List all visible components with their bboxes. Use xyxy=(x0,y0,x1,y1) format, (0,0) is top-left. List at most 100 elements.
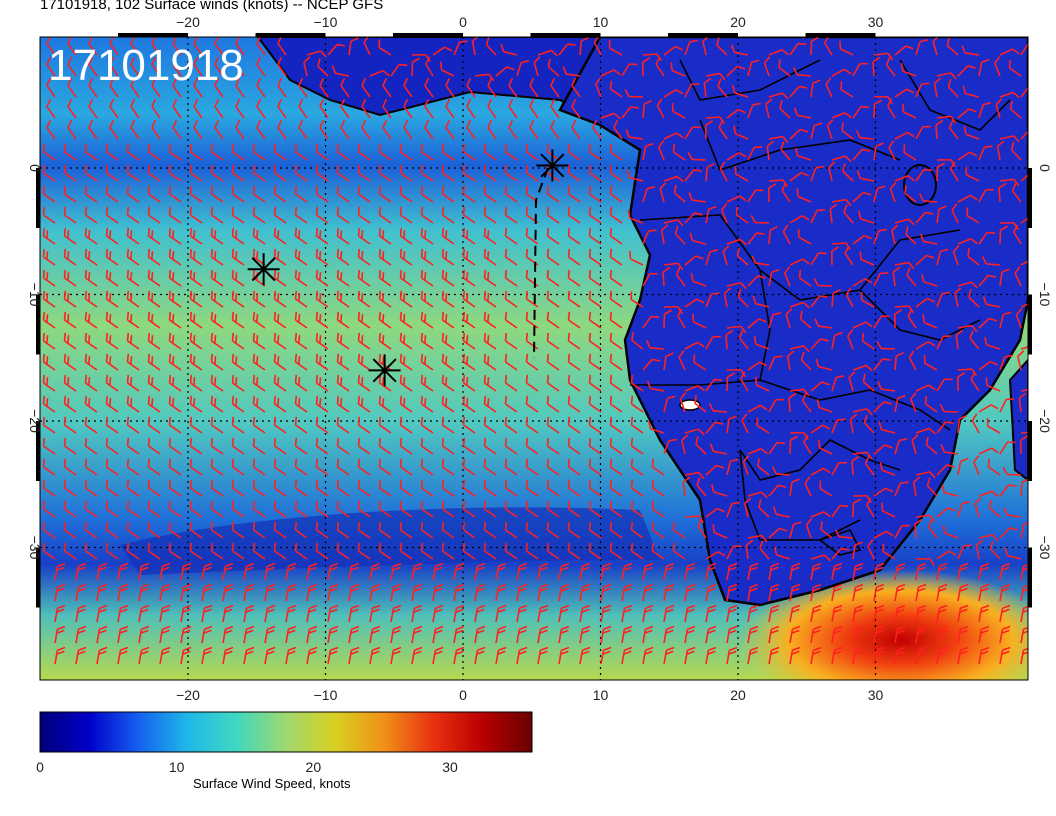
wind-barb xyxy=(42,395,56,413)
wind-barb xyxy=(726,195,747,203)
wind-barb xyxy=(978,145,993,161)
wind-barb xyxy=(799,310,812,329)
wind-barb xyxy=(243,646,255,665)
wind-barb xyxy=(382,98,392,119)
wind-barb xyxy=(936,248,949,266)
wind-barb xyxy=(294,437,308,455)
wind-barb xyxy=(357,227,371,245)
wind-barb xyxy=(462,332,476,350)
wind-barb xyxy=(758,499,770,518)
wind-barb xyxy=(88,119,98,140)
wind-barb xyxy=(231,248,245,266)
wind-barb xyxy=(849,413,858,434)
wind-barb xyxy=(726,646,738,665)
wind-barb xyxy=(294,206,308,224)
wind-barb xyxy=(546,227,560,245)
wind-barb xyxy=(825,77,833,98)
wind-barb xyxy=(336,248,350,266)
wind-barb xyxy=(378,248,392,266)
wind-barb xyxy=(273,437,287,455)
wind-barb xyxy=(336,332,350,350)
wind-barb xyxy=(684,646,696,665)
wind-barb xyxy=(609,521,623,539)
wind-barb xyxy=(231,311,245,329)
wind-barb xyxy=(571,98,581,119)
wind-barb xyxy=(180,625,192,644)
wind-barb xyxy=(525,311,539,329)
wind-barb xyxy=(264,583,276,602)
wind-barb xyxy=(963,126,980,140)
wind-barb xyxy=(222,583,234,602)
wind-barb xyxy=(285,583,297,602)
wind-barb xyxy=(935,119,944,140)
wind-barb xyxy=(994,56,1001,77)
wind-barb xyxy=(462,311,476,329)
wind-barb xyxy=(504,374,518,392)
wind-barb xyxy=(424,77,434,98)
wind-barb xyxy=(925,436,938,455)
wind-barb xyxy=(885,57,896,77)
wind-barb xyxy=(42,311,56,329)
wind-barb xyxy=(999,91,1020,99)
wind-barb xyxy=(546,437,560,455)
wind-barb xyxy=(294,353,308,371)
wind-barb xyxy=(887,98,896,119)
wind-barb xyxy=(1020,171,1028,182)
wind-barb xyxy=(411,604,423,623)
storm-track xyxy=(533,167,549,359)
wind-barb xyxy=(642,562,654,581)
wind-barb xyxy=(340,98,350,119)
wind-barb xyxy=(168,269,182,287)
lon-label-bottom: −10 xyxy=(314,687,338,703)
wind-barb xyxy=(525,416,539,434)
wind-barb xyxy=(210,164,224,182)
wind-barb xyxy=(273,353,287,371)
wind-barb xyxy=(550,77,560,98)
wind-barb xyxy=(546,395,560,413)
wind-barb xyxy=(180,646,192,665)
wind-barb xyxy=(747,361,768,371)
wind-barb xyxy=(642,229,657,245)
wind-barb xyxy=(537,583,549,602)
wind-barb xyxy=(126,248,140,266)
wind-barb xyxy=(105,290,119,308)
wind-barb xyxy=(357,185,371,203)
wind-barb xyxy=(189,248,203,266)
lon-tick-top xyxy=(118,33,188,37)
wind-barb xyxy=(921,273,938,287)
wind-barb xyxy=(978,562,990,581)
wind-barb xyxy=(273,416,287,434)
wind-barb xyxy=(789,604,801,623)
wind-barb xyxy=(378,416,392,434)
wind-barb xyxy=(789,42,807,56)
wind-barb xyxy=(168,353,182,371)
wind-barb xyxy=(294,248,308,266)
date-stamp: 17101918 xyxy=(48,41,244,90)
wind-barb xyxy=(495,625,507,644)
wind-barb xyxy=(63,437,77,455)
wind-barb xyxy=(348,562,360,581)
wind-barb xyxy=(768,441,786,455)
wind-barb xyxy=(588,332,602,350)
wind-barb xyxy=(357,521,371,539)
wind-barb xyxy=(462,185,476,203)
wind-barb xyxy=(789,625,801,644)
wind-barb xyxy=(504,143,518,161)
lat-tick-left xyxy=(36,168,40,228)
wind-barb xyxy=(294,521,308,539)
wind-barb xyxy=(859,251,875,266)
wind-barb xyxy=(453,562,465,581)
wind-barb xyxy=(508,98,518,119)
wind-barb xyxy=(768,225,778,245)
wind-barb xyxy=(947,78,959,98)
wind-barb xyxy=(672,521,686,539)
wind-barb xyxy=(588,437,602,455)
wind-barb xyxy=(999,221,1019,231)
wind-barb xyxy=(1020,604,1028,623)
wind-barb xyxy=(252,185,266,203)
wind-barb xyxy=(600,562,612,581)
wind-barb xyxy=(663,219,684,227)
wind-barb xyxy=(105,374,119,392)
wind-barb xyxy=(630,374,644,392)
wind-barb xyxy=(674,225,686,245)
